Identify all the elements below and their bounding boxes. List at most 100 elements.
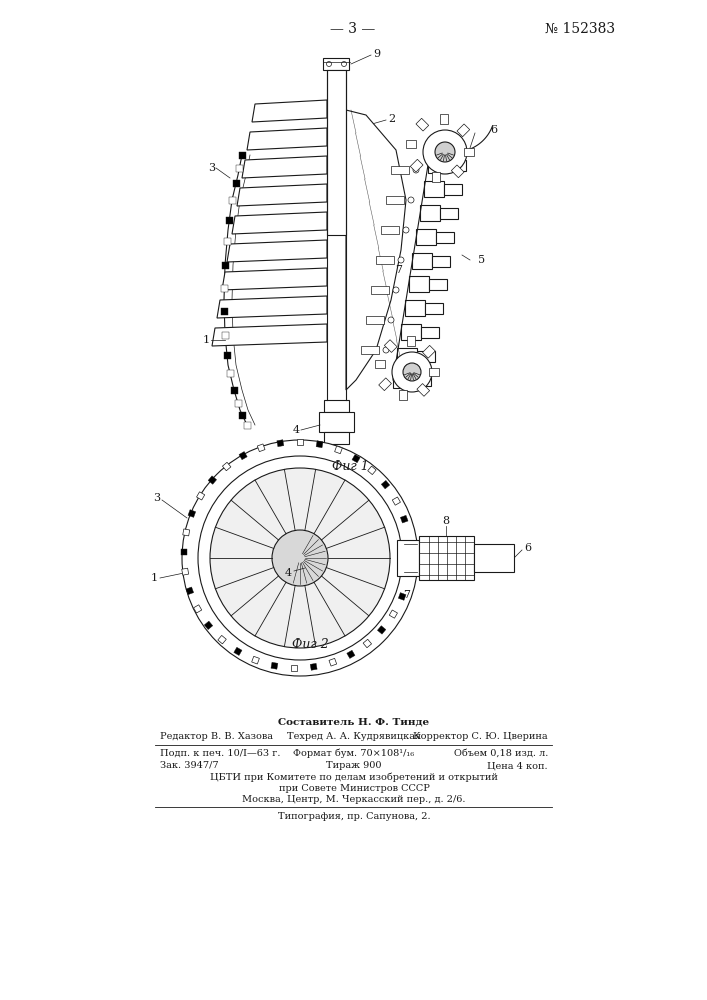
Bar bbox=[404, 300, 425, 316]
Bar bbox=[239, 412, 246, 418]
Bar bbox=[221, 308, 228, 315]
Text: Техред А. А. Кудрявицкая: Техред А. А. Кудрявицкая bbox=[287, 732, 421, 741]
Bar bbox=[223, 462, 231, 471]
Bar bbox=[223, 238, 230, 245]
Bar bbox=[413, 375, 431, 386]
Text: 7: 7 bbox=[404, 590, 411, 600]
Bar bbox=[363, 639, 372, 648]
Bar bbox=[440, 208, 458, 219]
Text: Составитель Н. Ф. Тинде: Составитель Н. Ф. Тинде bbox=[279, 718, 430, 727]
Bar bbox=[407, 336, 415, 346]
Bar bbox=[391, 166, 409, 174]
Text: 2: 2 bbox=[388, 114, 395, 124]
Bar bbox=[257, 444, 265, 452]
Text: — 3 —: — 3 — bbox=[330, 22, 375, 36]
Bar bbox=[398, 593, 406, 600]
Bar bbox=[181, 549, 187, 555]
Bar bbox=[397, 540, 419, 576]
Bar bbox=[412, 253, 433, 269]
Bar bbox=[378, 626, 386, 634]
Bar bbox=[182, 568, 189, 575]
Bar bbox=[223, 352, 230, 359]
Bar bbox=[424, 181, 444, 197]
Text: 4: 4 bbox=[293, 425, 300, 435]
Circle shape bbox=[388, 317, 394, 323]
Text: Цена 4 коп.: Цена 4 коп. bbox=[487, 761, 548, 770]
Bar bbox=[226, 370, 233, 377]
Bar bbox=[221, 261, 228, 268]
Bar bbox=[375, 360, 385, 368]
Circle shape bbox=[182, 440, 418, 676]
Text: Редактор В. В. Хазова: Редактор В. В. Хазова bbox=[160, 732, 273, 741]
Bar bbox=[464, 148, 474, 156]
Bar bbox=[239, 452, 247, 460]
Circle shape bbox=[198, 456, 402, 660]
Polygon shape bbox=[242, 156, 327, 178]
Bar bbox=[399, 390, 407, 400]
Bar bbox=[366, 316, 384, 324]
Bar bbox=[252, 656, 259, 664]
Bar bbox=[183, 529, 189, 536]
Text: 6: 6 bbox=[490, 125, 497, 135]
Bar bbox=[432, 172, 440, 182]
Bar bbox=[323, 58, 349, 70]
Polygon shape bbox=[247, 128, 327, 150]
Circle shape bbox=[210, 468, 390, 648]
Bar bbox=[451, 165, 464, 178]
Text: ЦБТИ при Комитете по делам изобретений и открытий: ЦБТИ при Комитете по делам изобретений и… bbox=[210, 773, 498, 782]
Bar bbox=[444, 184, 462, 195]
Bar bbox=[421, 327, 439, 338]
Bar bbox=[436, 232, 455, 243]
Bar bbox=[186, 587, 194, 595]
Polygon shape bbox=[237, 184, 327, 206]
Bar bbox=[208, 476, 216, 484]
Bar bbox=[271, 662, 278, 669]
Bar bbox=[235, 400, 242, 407]
Bar bbox=[433, 256, 450, 267]
Text: Зак. 3947/7: Зак. 3947/7 bbox=[160, 761, 218, 770]
Text: 8: 8 bbox=[443, 516, 450, 526]
Bar bbox=[417, 351, 435, 362]
Polygon shape bbox=[252, 100, 327, 122]
Polygon shape bbox=[222, 268, 327, 290]
Bar bbox=[381, 480, 390, 489]
Text: при Совете Министров СССР: при Совете Министров СССР bbox=[279, 784, 429, 793]
Bar bbox=[243, 422, 250, 428]
Bar bbox=[417, 384, 430, 396]
Bar bbox=[376, 256, 394, 264]
Bar bbox=[386, 196, 404, 204]
Text: 3: 3 bbox=[153, 493, 160, 503]
Text: 4: 4 bbox=[284, 568, 291, 578]
Text: 1: 1 bbox=[203, 335, 210, 345]
Bar bbox=[419, 536, 474, 580]
Text: Тираж 900: Тираж 900 bbox=[326, 761, 382, 770]
Text: 3: 3 bbox=[208, 163, 215, 173]
Bar bbox=[371, 286, 389, 294]
Circle shape bbox=[423, 130, 467, 174]
Bar bbox=[410, 159, 423, 172]
Text: Москва, Центр, М. Черкасский пер., д. 2/6.: Москва, Центр, М. Черкасский пер., д. 2/… bbox=[243, 795, 466, 804]
Bar bbox=[428, 157, 448, 173]
Polygon shape bbox=[212, 324, 327, 346]
Bar bbox=[234, 647, 242, 655]
Text: Формат бум. 70×108¹/₁₆: Формат бум. 70×108¹/₁₆ bbox=[293, 749, 414, 758]
Bar bbox=[316, 441, 323, 448]
Bar bbox=[393, 372, 413, 388]
Circle shape bbox=[327, 62, 332, 66]
Text: 6: 6 bbox=[524, 543, 531, 553]
Bar bbox=[416, 118, 428, 131]
Bar bbox=[329, 658, 337, 666]
Bar bbox=[406, 140, 416, 148]
Bar bbox=[221, 285, 228, 292]
Bar bbox=[428, 279, 447, 290]
Text: 5: 5 bbox=[478, 255, 485, 265]
Circle shape bbox=[393, 287, 399, 293]
Circle shape bbox=[392, 352, 432, 392]
Bar bbox=[457, 124, 469, 137]
Text: № 152383: № 152383 bbox=[545, 22, 615, 36]
Bar bbox=[361, 346, 379, 354]
Bar bbox=[233, 180, 240, 187]
Bar bbox=[194, 605, 201, 613]
Polygon shape bbox=[217, 296, 327, 318]
Text: 1: 1 bbox=[151, 573, 158, 583]
